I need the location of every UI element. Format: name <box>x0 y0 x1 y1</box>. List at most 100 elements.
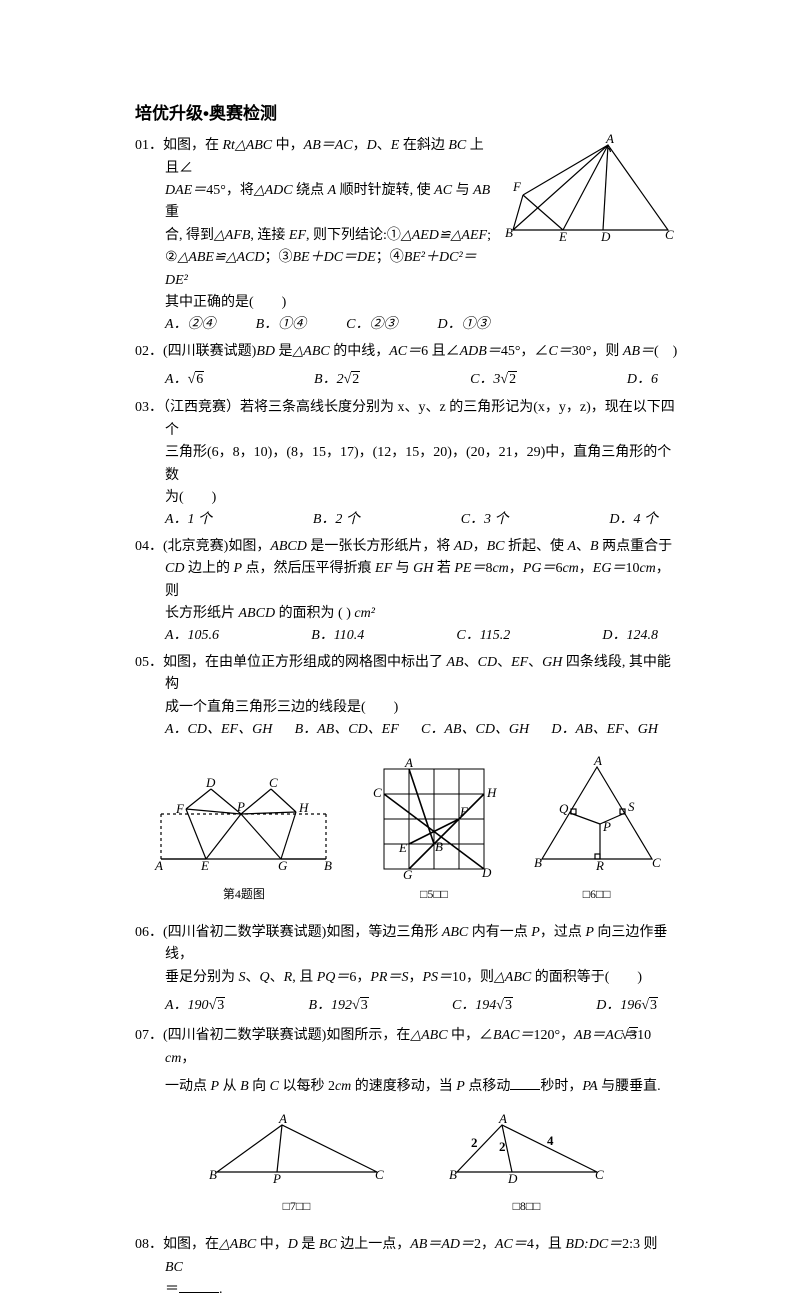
t: D <box>367 138 377 153</box>
question-08: 08．如图，在△ABC 中，D 是 BC 边上一点，AB＝AD＝2，AC＝4，且… <box>135 1234 678 1301</box>
t: cm <box>492 561 508 576</box>
blank-q8 <box>179 1292 219 1293</box>
t: 在斜边 <box>399 138 448 153</box>
t: 点移动 <box>465 1079 511 1094</box>
t: PS＝ <box>422 970 452 985</box>
t: ， <box>181 1051 195 1066</box>
t: 顺时针旋转, 使 <box>336 183 434 198</box>
svg-text:C: C <box>373 785 382 800</box>
svg-text:D: D <box>481 865 492 880</box>
t: . <box>219 1282 223 1297</box>
t: 中， <box>256 1237 288 1252</box>
svg-text:A: A <box>404 755 413 770</box>
t: 45°，将 <box>206 183 254 198</box>
svg-text:F: F <box>175 801 185 816</box>
opt-c: C．115.2 <box>456 625 510 647</box>
t: A <box>567 539 576 554</box>
t: 向 <box>249 1079 270 1094</box>
t: 内有一点 <box>468 925 531 940</box>
t: EF <box>375 561 392 576</box>
t: ， <box>473 539 487 554</box>
t: cm <box>562 561 578 576</box>
t: PA <box>582 1079 597 1094</box>
t: △ABC <box>494 970 531 985</box>
t: ADB＝ <box>460 344 501 359</box>
t: 如图，在 <box>163 1237 219 1252</box>
svg-text:G: G <box>403 867 413 882</box>
t: 10，则 <box>452 970 494 985</box>
svg-text:G: G <box>278 858 288 873</box>
svg-text:P: P <box>272 1171 281 1186</box>
t: 成一个直角三角形三边的线段是( ) <box>165 700 398 715</box>
t: 6， <box>349 970 370 985</box>
t: 的面积等于( ) <box>531 970 642 985</box>
t: 合, 得到 <box>165 228 214 243</box>
t: 120°， <box>534 1028 575 1043</box>
t: ；④ <box>376 250 404 265</box>
t: 与 <box>452 183 473 198</box>
svg-text:B: B <box>209 1167 217 1182</box>
svg-text:E: E <box>200 858 209 873</box>
opt-d: D．124.8 <box>602 625 658 647</box>
t: BC <box>448 138 466 153</box>
question-04: 04．(北京竞赛)如图，ABCD 是一张长方形纸片，将 AD，BC 折起、使 A… <box>135 536 678 648</box>
t: 从 <box>219 1079 240 1094</box>
t: BD:DC＝ <box>565 1237 622 1252</box>
q1-options: A．②④ B．①④ C．②③ D．①③ <box>135 314 678 336</box>
t: 45°，∠ <box>501 344 549 359</box>
opt-a: A．6 <box>165 369 204 391</box>
t: , 连接 <box>250 228 289 243</box>
svg-text:A: A <box>154 858 163 873</box>
t: cm <box>639 561 655 576</box>
t: ABC <box>442 925 468 940</box>
t: R <box>284 970 293 985</box>
t: △ABC <box>410 1028 447 1043</box>
caption-8: □8□□ <box>447 1197 607 1216</box>
t: AB <box>447 655 464 670</box>
svg-text:B: B <box>534 855 542 870</box>
t: , 则下列结论:① <box>306 228 401 243</box>
svg-text:D: D <box>205 775 216 790</box>
figure-q4: A B C D E F G H P 第4题图 <box>151 779 336 904</box>
t: Rt△ABC <box>223 138 273 153</box>
q6-options: A．1903 B．1923 C．1943 D．1963 <box>135 995 678 1017</box>
t: 折起、使 <box>504 539 567 554</box>
t: P <box>531 925 540 940</box>
opt-b: B．2 个 <box>313 509 360 531</box>
t: △ABC <box>219 1237 256 1252</box>
svg-text:2: 2 <box>471 1135 478 1150</box>
t: (北京竞赛)如图， <box>163 539 270 554</box>
svg-text:C: C <box>269 775 278 790</box>
opt-a: A．105.6 <box>165 625 219 647</box>
t: 垂足分别为 <box>165 970 239 985</box>
t: 两点重合于 <box>599 539 673 554</box>
t: 、 <box>576 539 590 554</box>
t: DAE＝ <box>165 183 206 198</box>
opt-b: B．22 <box>314 369 360 391</box>
t: PG＝ <box>523 561 556 576</box>
t: 、 <box>377 138 391 153</box>
t: 重 <box>165 205 179 220</box>
t: AC <box>434 183 452 198</box>
t: 2， <box>474 1237 495 1252</box>
svg-text:B: B <box>324 858 332 873</box>
q1-num: 01． <box>135 138 163 153</box>
t: ② <box>165 250 178 265</box>
t: 中， <box>272 138 304 153</box>
t: 的面积为 ( ) <box>275 606 354 621</box>
caption-7: □7□□ <box>207 1197 387 1216</box>
q5-num: 05． <box>135 655 163 670</box>
figure-row-1: A B C D E F G H P 第4题图 A B <box>135 759 678 904</box>
t: 与腰垂直. <box>598 1079 661 1094</box>
opt-b: B．①④ <box>256 314 307 336</box>
t: P <box>456 1079 465 1094</box>
t: CD <box>478 655 497 670</box>
t: ABCD <box>270 539 307 554</box>
svg-text:F: F <box>459 804 469 819</box>
t: P <box>211 1079 220 1094</box>
t: 与 <box>392 561 413 576</box>
figure-q6: A B C P Q R S □6□□ <box>532 759 662 904</box>
t: BE＋DC＝DE <box>292 250 375 265</box>
svg-text:Q: Q <box>559 801 569 816</box>
t: 中，∠ <box>448 1028 494 1043</box>
